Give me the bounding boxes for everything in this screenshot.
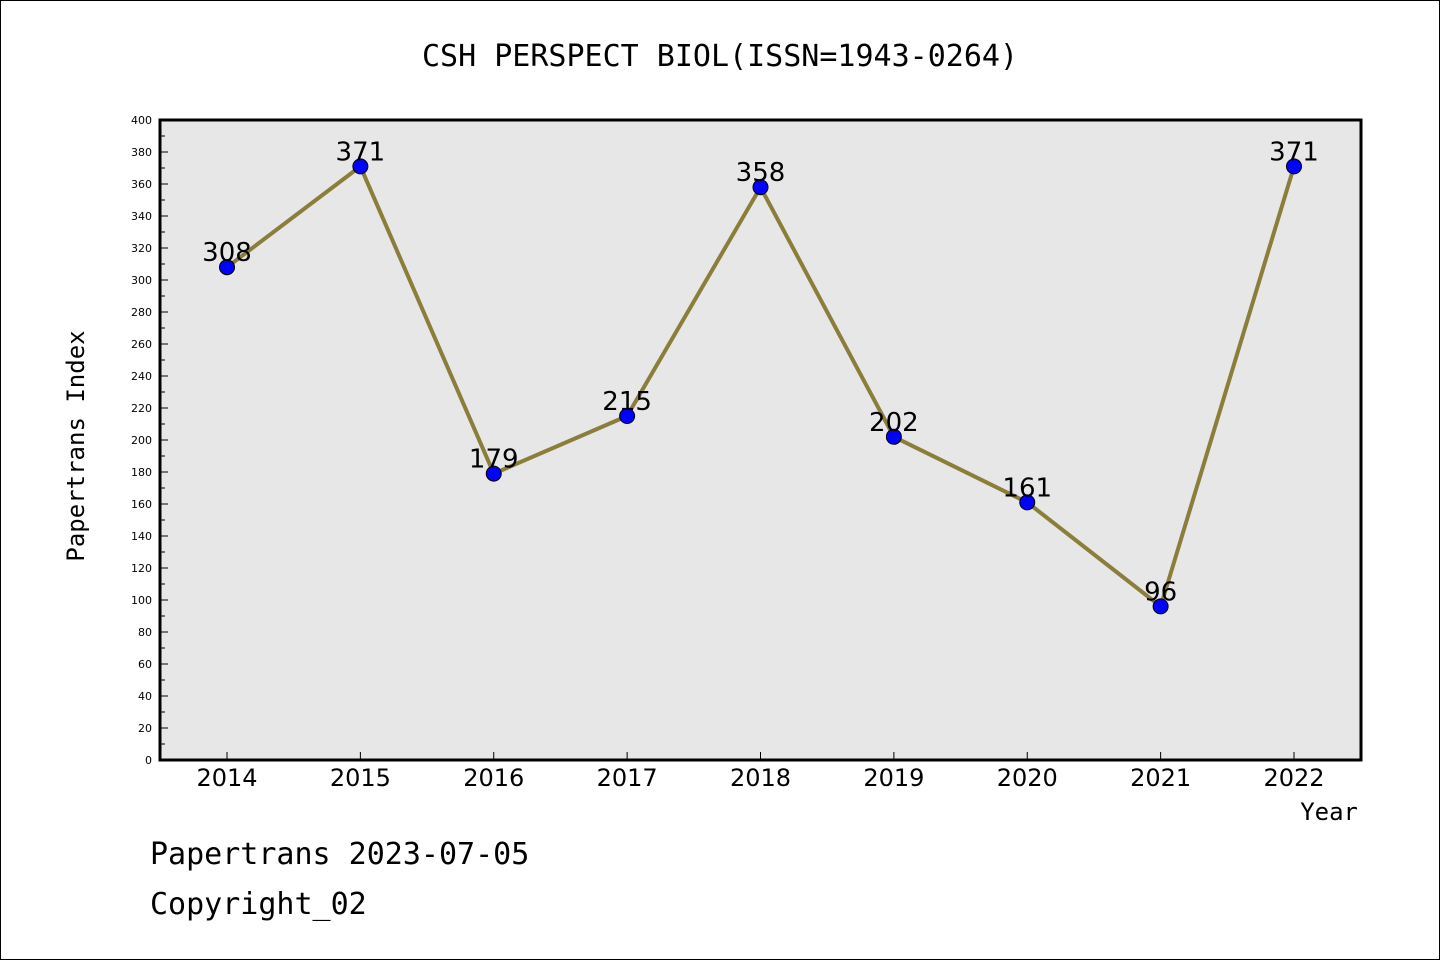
y-tick-label: 360 [131,178,152,191]
footer-copyright: Copyright_02 [150,887,367,922]
y-tick-label: 60 [138,658,152,671]
y-tick-label: 80 [138,626,152,639]
y-tick-label: 260 [131,338,152,351]
data-point [1152,598,1169,615]
data-label: 161 [1002,473,1052,503]
x-tick-label: 2017 [597,764,658,792]
data-label: 179 [469,445,519,475]
data-label: 215 [602,387,652,417]
footer-date: Papertrans 2023-07-05 [150,837,529,872]
data-label: 358 [736,158,786,188]
data-point [752,179,769,196]
y-tick-label: 180 [131,466,152,479]
y-tick-label: 240 [131,370,152,383]
data-point [219,259,235,276]
data-labels: 308 371 179 215 358 202 161 96 371 [202,137,1319,607]
y-tick-label: 200 [131,434,152,447]
y-axis: 0 20 40 60 80 100 120 140 160 180 200 220 240 260 280 3… [131,114,168,767]
x-tick-label: 2020 [997,764,1058,792]
y-tick-label: 0 [145,754,152,767]
y-tick-label: 120 [131,562,152,575]
plot-area [160,120,1361,760]
y-tick-label: 380 [131,146,152,159]
y-tick-label: 340 [131,210,152,223]
data-point [1286,158,1302,175]
y-tick-label: 140 [131,530,152,543]
data-markers [219,158,1302,615]
x-tick-label: 2014 [196,764,257,792]
x-tick-label: 2016 [463,764,524,792]
y-tick-label: 160 [131,498,152,511]
y-axis-title: Papertrans Index [62,330,90,561]
y-tick-label: 320 [131,242,152,255]
x-axis: 2014 2015 2016 2017 2018 2019 2020 2021 2022 [196,752,1325,792]
y-tick-label: 300 [131,274,152,287]
data-label: 96 [1144,577,1177,607]
chart-title: CSH PERSPECT BIOL(ISSN=1943-0264) [422,39,1018,74]
x-tick-label: 2021 [1130,764,1191,792]
plot-border [158,118,1363,762]
data-point [619,408,636,424]
y-tick-label: 400 [131,114,152,127]
data-point [1019,494,1036,511]
x-axis-title: Year [1300,798,1358,826]
y-tick-label: 40 [138,690,152,703]
y-tick-label: 100 [131,594,152,607]
data-label: 371 [1269,137,1319,167]
data-point [885,428,902,445]
data-point [352,158,369,175]
data-label: 202 [869,408,919,438]
data-label: 371 [336,137,386,167]
data-point [485,465,502,482]
x-tick-label: 2022 [1263,764,1324,792]
y-tick-label: 20 [138,722,152,735]
data-label: 308 [202,238,252,268]
x-tick-label: 2019 [863,764,924,792]
y-tick-label: 280 [131,306,152,319]
y-tick-label: 220 [131,402,152,415]
x-tick-label: 2018 [730,764,791,792]
x-tick-label: 2015 [330,764,391,792]
